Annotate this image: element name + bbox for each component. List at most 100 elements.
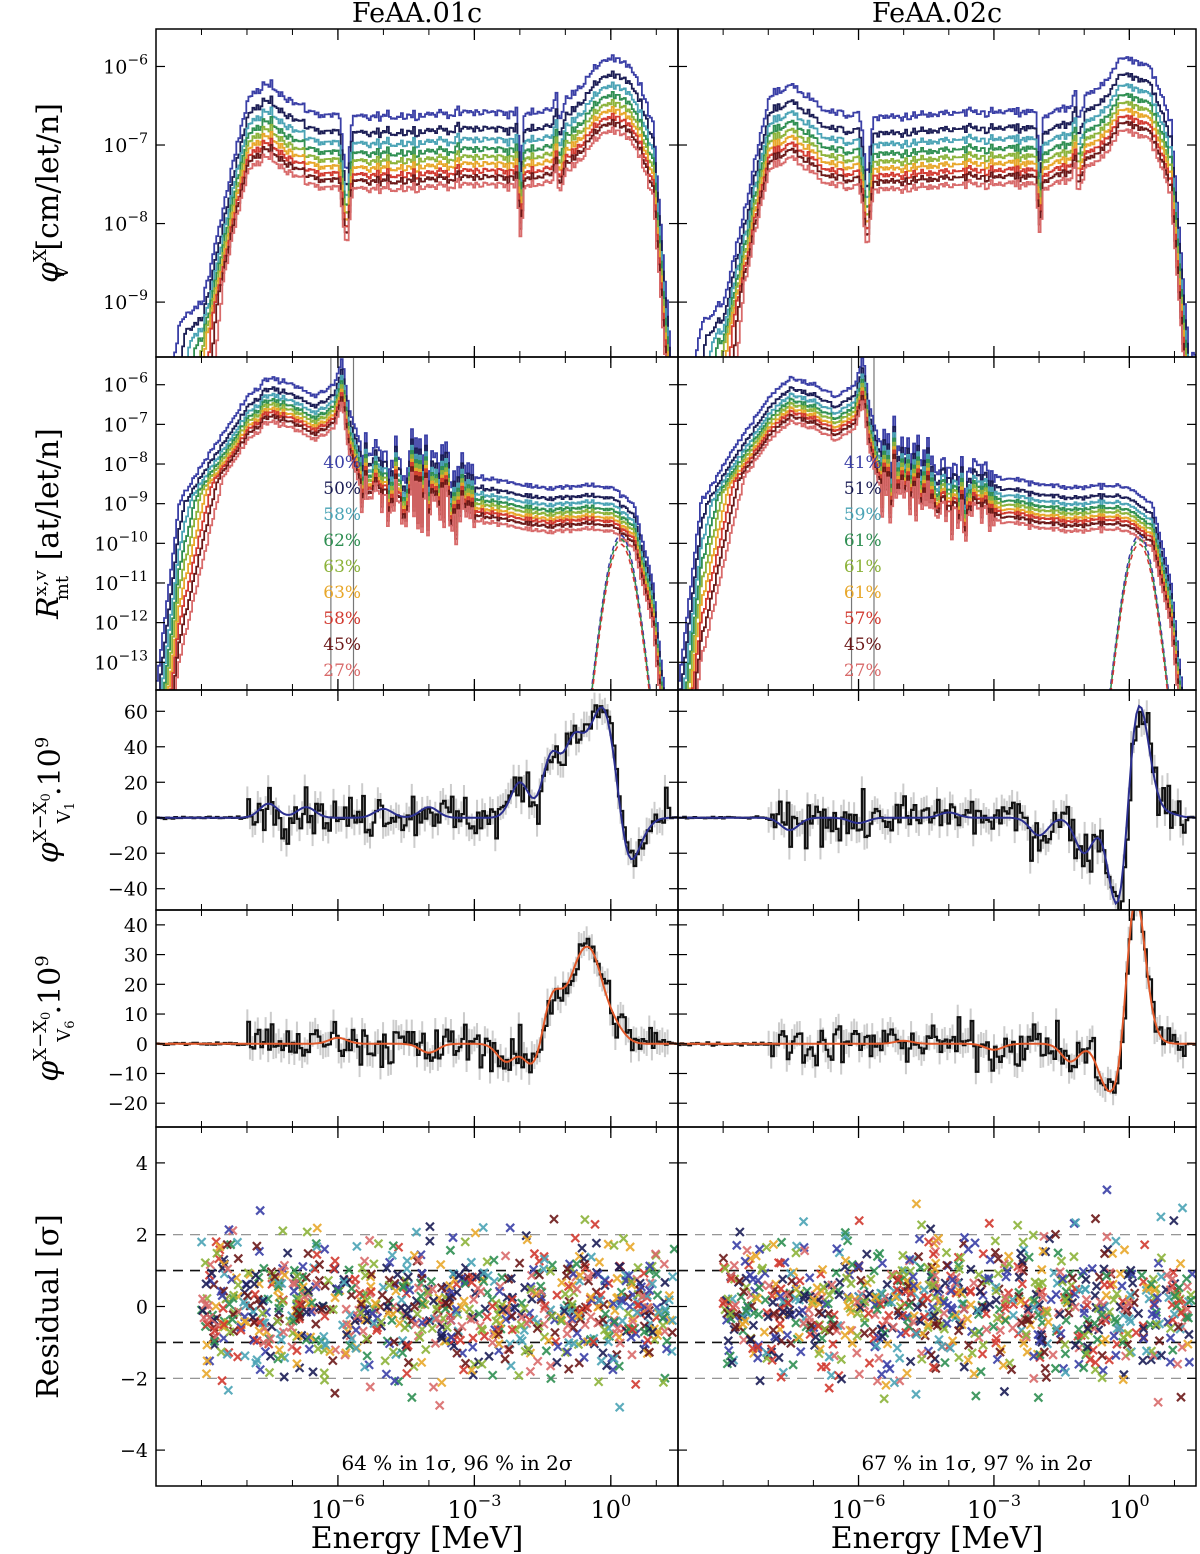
coverage-percentage: 63% (323, 557, 361, 577)
coverage-percentage: 62% (323, 531, 361, 551)
series-line (203, 105, 669, 357)
y-tick-label: 10−11 (94, 569, 148, 595)
x-tick-label: 10−3 (447, 1491, 501, 1524)
series-line (175, 401, 661, 690)
coverage-percentage: 45% (323, 635, 361, 655)
residual-stats: 64 % in 1σ, 96 % in 2σ (341, 1451, 572, 1475)
panel-diff_v6-1: −20 −10 0 10 20 30 40 (108, 909, 679, 1128)
y-tick-label: 10−6 (103, 371, 148, 397)
threshold-curve (1109, 538, 1169, 690)
panel-frame (155, 689, 679, 911)
y-tick-label: 40 (124, 915, 148, 937)
y-axis-label: φX−X0V6.109 (30, 955, 78, 1081)
y-tick-label: 10−9 (103, 490, 148, 516)
panel-reaction-1: 40% 50% 58% 62% 63% 63% 58% 45% 27% 10−13 10−12 10−… (94, 356, 679, 691)
y-tick-label: 20 (124, 974, 148, 996)
panel-diff_v1-2 (677, 689, 1197, 911)
uncertainty-bars (246, 926, 669, 1085)
series-line (687, 382, 1181, 690)
coverage-percentage: 58% (323, 609, 361, 629)
y-tick-label: 10−12 (94, 609, 148, 635)
model-difference (156, 706, 678, 861)
panel-flux-2 (677, 28, 1197, 358)
coverage-percentage: 45% (844, 635, 882, 655)
coverage-percentage: 27% (844, 661, 882, 681)
series-line (720, 100, 1187, 357)
threshold-curve (591, 543, 650, 690)
series-line (187, 81, 669, 357)
y-tick-label: 10−13 (94, 648, 148, 674)
series-line (207, 112, 667, 357)
series-line (709, 83, 1189, 357)
y-tick-label: 10−6 (103, 52, 148, 78)
y-tick-label: 10 (124, 1004, 148, 1026)
y-axis-label: Rx,vmt [at/let/n] (30, 428, 73, 620)
y-tick-label: 10−9 (103, 288, 148, 314)
y-tick-label: 0 (136, 1034, 148, 1056)
x-axis-label: Energy [MeV] (311, 1521, 524, 1554)
y-tick-label: −4 (120, 1440, 148, 1462)
coverage-percentage: 58% (323, 505, 361, 525)
measured-difference (156, 704, 678, 868)
coverage-percentage: 40% (323, 453, 361, 473)
x-tick-label: 100 (1109, 1491, 1150, 1524)
series-line (734, 128, 1185, 357)
y-tick-label: 40 (124, 737, 148, 759)
y-tick-label: 0 (136, 808, 148, 830)
y-axis-label: φX−X0V1.109 (30, 737, 78, 863)
series-line (691, 390, 1179, 690)
threshold-curve (591, 538, 651, 690)
coverage-percentage: 61% (844, 557, 882, 577)
y-tick-label: 30 (124, 945, 148, 967)
coverage-percentage: 57% (844, 609, 882, 629)
series-line (181, 70, 671, 357)
coverage-percentage: 59% (844, 505, 882, 525)
series-line (724, 107, 1187, 357)
coverage-percentage: 61% (844, 583, 882, 603)
y-tick-label: 2 (136, 1225, 148, 1247)
series-line (732, 120, 1185, 357)
measured-difference (678, 710, 1196, 910)
uncertainty-bars (246, 692, 669, 879)
coverage-percentage: 50% (323, 479, 361, 499)
panel-flux-1: 10−9 10−8 10−7 10−6 (103, 28, 679, 358)
panel-residual-2: 67 % in 1σ, 97 % in 2σ (677, 1126, 1197, 1487)
y-tick-label: 10−10 (94, 529, 148, 555)
y-tick-label: −20 (108, 1093, 148, 1115)
y-axis-label: φXV [cm/let/n] (30, 103, 73, 283)
y-tick-label: 20 (124, 772, 148, 794)
residual-stats: 67 % in 1σ, 97 % in 2σ (861, 1451, 1092, 1475)
coverage-percentage: 51% (844, 479, 882, 499)
column-title: FeAA.01c (352, 0, 482, 29)
series-line (173, 54, 678, 357)
y-tick-label: −20 (108, 843, 148, 865)
resonance-band (850, 357, 875, 690)
series-line (215, 126, 667, 357)
series-line (199, 98, 669, 357)
residual-markers (196, 1205, 678, 1413)
y-tick-label: −2 (120, 1368, 148, 1390)
panel-residual-1: 64 % in 1σ, 96 % in 2σ −4 −2 0 2 4 (120, 1126, 679, 1487)
series-line (697, 400, 1179, 690)
panel-frame (677, 909, 1197, 1128)
series-line (157, 368, 665, 690)
series-line (689, 387, 1181, 690)
series-line (728, 114, 1185, 357)
y-tick-label: 10−7 (103, 131, 148, 157)
y-tick-label: 10−8 (103, 210, 148, 236)
residual-markers (718, 1185, 1196, 1408)
coverage-percentage: 41% (844, 453, 882, 473)
panel-frame (155, 909, 679, 1128)
coverage-percentage: 63% (323, 583, 361, 603)
series-line (715, 92, 1187, 357)
y-tick-label: 10−7 (103, 410, 148, 436)
panel-reaction-2: 41% 51% 59% 61% 61% 61% 57% 45% 27% (677, 356, 1197, 691)
panel-frame (677, 1126, 1197, 1487)
panel-diff_v1-1: −40 −20 0 20 40 60 (108, 689, 679, 911)
y-tick-label: 10−8 (103, 450, 148, 476)
series-line (693, 394, 1179, 690)
series-line (703, 72, 1189, 357)
threshold-curve (1109, 534, 1170, 690)
coverage-percentage: 27% (323, 661, 361, 681)
